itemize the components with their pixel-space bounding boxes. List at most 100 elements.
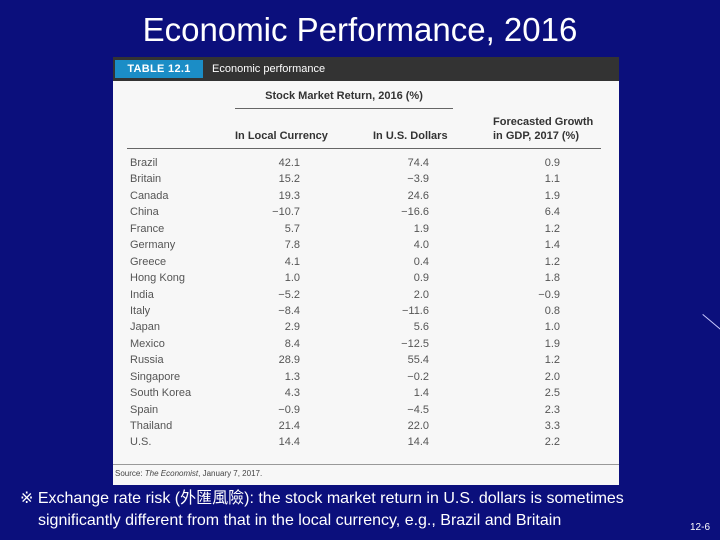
local-return-cell: −10.7 [272, 206, 300, 219]
usd-return-cell: 22.0 [407, 420, 429, 432]
country-cell: South Korea [130, 387, 192, 400]
local-return-cell: 42.1 [278, 157, 300, 169]
table-header-bar: TABLE 12.1 Economic performance [113, 57, 619, 81]
country-cell: Russia [130, 354, 164, 367]
country-cell: Italy [130, 304, 151, 317]
table-row: India −5.2 2.0 −0.9 [113, 287, 619, 303]
table-row: Hong Kong 1.0 0.9 1.8 [113, 270, 619, 286]
note-line-1: ※ Exchange rate risk (外匯風險): the stock m… [20, 490, 624, 507]
gdp-growth-cell: 1.1 [544, 173, 560, 186]
decorative-line [702, 314, 720, 333]
gdp-growth-cell: −0.9 [538, 288, 560, 301]
gdp-growth-cell: 3.3 [544, 420, 560, 432]
table-row: Mexico 8.4 −12.5 1.9 [113, 336, 619, 352]
table-row: South Korea 4.3 1.4 2.5 [113, 385, 619, 401]
usd-return-cell: 4.0 [413, 239, 429, 252]
table-row: Germany 7.8 4.0 1.4 [113, 237, 619, 253]
country-cell: Thailand [130, 420, 173, 432]
exchange-risk-note: ※ Exchange rate risk (外匯風險): the stock m… [20, 488, 710, 532]
gdp-growth-cell: 1.9 [544, 337, 560, 350]
country-cell: Mexico [130, 337, 165, 350]
country-cell: Hong Kong [130, 272, 186, 285]
table-row: Italy −8.4 −11.6 0.8 [113, 303, 619, 319]
usd-return-cell: −11.6 [401, 304, 429, 317]
country-cell: Brazil [130, 157, 158, 169]
usd-return-cell: −4.5 [407, 403, 429, 416]
local-return-cell: −8.4 [278, 304, 300, 317]
gdp-growth-cell: 1.2 [544, 222, 560, 235]
usd-return-cell: 74.4 [407, 157, 429, 169]
col-header-local: In Local Currency [235, 130, 328, 142]
country-cell: Germany [130, 239, 176, 252]
local-return-cell: 7.8 [284, 239, 300, 252]
country-cell: Japan [130, 321, 160, 334]
usd-return-cell: 55.4 [407, 354, 429, 367]
gdp-growth-cell: 0.8 [544, 304, 560, 317]
country-cell: China [130, 206, 159, 219]
local-return-cell: 1.3 [284, 370, 300, 383]
gdp-growth-cell: 2.2 [544, 436, 560, 449]
local-return-cell: 1.0 [284, 272, 300, 285]
usd-return-cell: 1.9 [413, 222, 429, 235]
gdp-growth-cell: 2.3 [544, 403, 560, 416]
country-cell: Canada [130, 189, 169, 202]
table-caption: Economic performance [212, 63, 326, 75]
country-cell: India [130, 288, 154, 301]
source-label: Source: [115, 469, 145, 478]
usd-return-cell: 1.4 [413, 387, 429, 400]
local-return-cell: 28.9 [278, 354, 300, 367]
gdp-growth-cell: 6.4 [544, 206, 560, 219]
usd-return-cell: 5.6 [413, 321, 429, 334]
gdp-growth-cell: 1.2 [544, 354, 560, 367]
local-return-cell: 4.1 [284, 255, 300, 268]
local-return-cell: 15.2 [278, 173, 300, 186]
country-cell: Singapore [130, 370, 181, 383]
table-row: Canada 19.3 24.6 1.9 [113, 188, 619, 204]
stock-return-group-header: Stock Market Return, 2016 (%) [265, 90, 423, 102]
slide-number: 12-6 [690, 522, 711, 533]
col-header-gdp: Forecasted Growth in GDP, 2017 (%) [493, 115, 593, 143]
table-row: U.S. 14.4 14.4 2.2 [113, 434, 619, 450]
usd-return-cell: 24.6 [407, 189, 429, 202]
country-cell: Britain [130, 173, 162, 186]
note-line-2: significantly different from that in the… [38, 512, 562, 529]
col-header-gdp-line2: in GDP, 2017 (%) [493, 130, 579, 142]
country-cell: Spain [130, 403, 159, 416]
col-header-gdp-line1: Forecasted Growth [493, 116, 594, 128]
local-return-cell: 19.3 [278, 189, 300, 202]
local-return-cell: −0.9 [278, 403, 300, 416]
table-row: France 5.7 1.9 1.2 [113, 221, 619, 237]
country-cell: Greece [130, 255, 167, 268]
table-number-label: TABLE 12.1 [115, 60, 203, 78]
usd-return-cell: 0.4 [413, 255, 429, 268]
table-row: Singapore 1.3 −0.2 2.0 [113, 369, 619, 385]
source-date: , January 7, 2017. [198, 469, 263, 478]
usd-return-cell: −0.2 [407, 370, 429, 383]
source-publication: The Economist [144, 469, 199, 478]
table-row: Japan 2.9 5.6 1.0 [113, 319, 619, 335]
economic-performance-table: TABLE 12.1 Economic performance Stock Ma… [113, 57, 619, 485]
table-row: Brazil 42.1 74.4 0.9 [113, 155, 619, 171]
table-row: Spain −0.9 −4.5 2.3 [113, 402, 619, 418]
gdp-growth-cell: 1.0 [544, 321, 560, 334]
table-row: Britain 15.2 −3.9 1.1 [113, 171, 619, 187]
usd-return-cell: 2.0 [413, 288, 429, 301]
usd-return-cell: −12.5 [401, 337, 429, 350]
usd-return-cell: 0.9 [413, 272, 429, 285]
local-return-cell: 8.4 [284, 337, 300, 350]
gdp-growth-cell: 1.4 [544, 239, 560, 252]
local-return-cell: 2.9 [284, 321, 300, 334]
table-body: Brazil 42.1 74.4 0.9 Britain 15.2 −3.9 1.1 Canad… [113, 155, 619, 451]
gdp-growth-cell: 0.9 [544, 157, 560, 169]
usd-return-cell: 14.4 [407, 436, 429, 449]
table-bottom-rule [113, 464, 619, 465]
gdp-growth-cell: 1.2 [544, 255, 560, 268]
usd-return-cell: −3.9 [407, 173, 429, 186]
country-cell: U.S. [130, 436, 152, 449]
country-cell: France [130, 222, 165, 235]
group-header-rule [235, 108, 453, 109]
gdp-growth-cell: 2.0 [544, 370, 560, 383]
gdp-growth-cell: 1.8 [544, 272, 560, 285]
col-header-usd: In U.S. Dollars [373, 130, 448, 142]
local-return-cell: 14.4 [278, 436, 300, 449]
